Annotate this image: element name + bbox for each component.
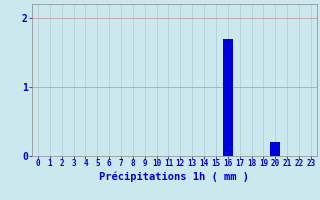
- X-axis label: Précipitations 1h ( mm ): Précipitations 1h ( mm ): [100, 171, 249, 182]
- Bar: [270, 142, 280, 156]
- Bar: [223, 39, 233, 156]
